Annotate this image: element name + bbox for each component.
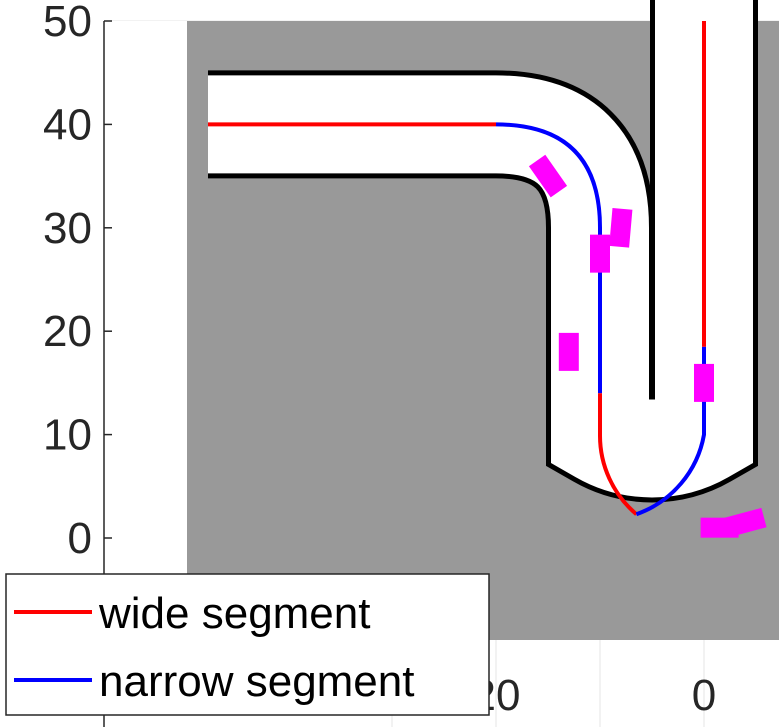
obstacle-2	[609, 208, 633, 248]
x-tick-label: 0	[692, 671, 716, 720]
series-wide-segment-2	[597, 393, 638, 516]
obstacle-5	[694, 363, 714, 402]
series-lines	[208, 21, 706, 517]
legend-label-narrow: narrow segment	[99, 657, 414, 706]
y-tick-label: 10	[43, 411, 92, 460]
y-tick-label: 40	[43, 100, 92, 149]
obstacle-4	[558, 332, 579, 371]
obstacle-3	[590, 234, 610, 273]
obstacles	[528, 154, 767, 538]
y-tick-label: 30	[43, 204, 92, 253]
legend-label-wide: wide segment	[98, 589, 370, 638]
legend-box	[5, 573, 490, 716]
obstacle-7	[700, 517, 739, 538]
series-narrow-segment-1	[495, 122, 602, 394]
y-tick-label: 0	[68, 514, 92, 563]
obstacle-1	[528, 154, 568, 198]
y-tick-label: 50	[43, 0, 92, 46]
y-tick-label: 20	[43, 307, 92, 356]
legend: wide segment narrow segment	[5, 573, 490, 716]
series-narrow-segment-2	[635, 346, 706, 517]
